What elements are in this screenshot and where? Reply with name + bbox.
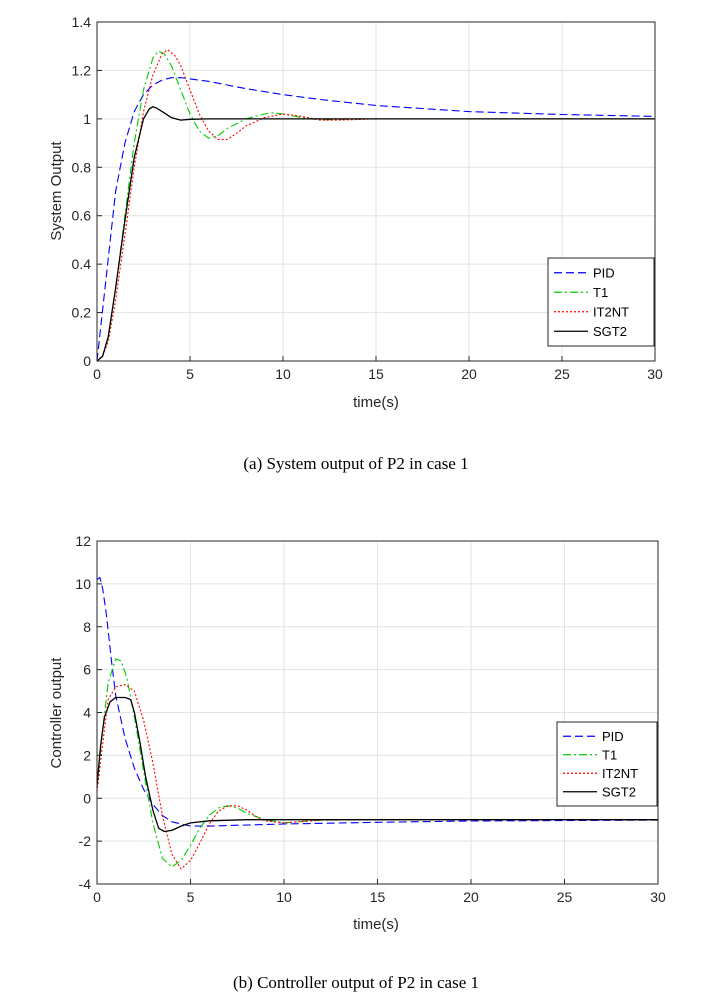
y-tick-label: 2 <box>83 747 91 763</box>
legend-label-t1: T1 <box>593 285 608 300</box>
x-tick-label: 15 <box>370 889 386 905</box>
legend-label-it2nt: IT2NT <box>593 304 629 319</box>
y-tick-label: 4 <box>83 705 91 721</box>
x-tick-label: 25 <box>554 366 570 382</box>
x-tick-label: 0 <box>93 889 101 905</box>
x-tick-label: 15 <box>368 366 384 382</box>
x-tick-label: 20 <box>463 889 479 905</box>
y-tick-label: 0 <box>83 353 91 369</box>
caption-a: (a) System output of P2 in case 1 <box>243 454 468 473</box>
x-tick-label: 25 <box>557 889 573 905</box>
x-tick-label: 20 <box>461 366 477 382</box>
x-tick-label: 30 <box>647 366 663 382</box>
legend-b: PID T1 IT2NT SGT2 <box>556 721 658 807</box>
y-tick-label: 0 <box>83 790 91 806</box>
panel-b-controller-output: 0 5 10 15 20 25 30 -4 -2 0 2 4 6 8 10 12 time(s) Contro… <box>48 533 666 992</box>
y-tick-label: -2 <box>79 833 92 849</box>
legend-label-it2nt: IT2NT <box>602 766 638 781</box>
y-tick-label: 0.2 <box>72 305 92 321</box>
legend-label-pid: PID <box>593 265 615 280</box>
legend-label-pid: PID <box>602 729 624 744</box>
x-tick-label: 0 <box>93 366 101 382</box>
y-tick-label: 6 <box>83 662 91 678</box>
y-axis-label-a: System Output <box>48 141 65 241</box>
y-tick-label: 12 <box>75 533 91 549</box>
panel-a-system-output: 0 5 10 15 20 25 30 0 0.2 0.4 0.6 0.8 1 1.2 1.4 time(s)… <box>48 14 663 473</box>
y-tick-label: 1.2 <box>72 62 92 78</box>
legend-label-sgt2: SGT2 <box>602 784 636 799</box>
legend-label-t1: T1 <box>602 747 617 762</box>
x-tick-label: 10 <box>275 366 291 382</box>
series-line-it2nt <box>97 49 655 361</box>
y-tick-label: 8 <box>83 619 91 635</box>
x-tick-label: 5 <box>186 366 194 382</box>
y-tick-label: 1.4 <box>72 14 92 30</box>
y-tick-label: 1 <box>83 111 91 127</box>
y-tick-label: -4 <box>79 876 92 892</box>
x-axis-label-b: time(s) <box>353 916 399 933</box>
series-line-pid <box>97 576 658 827</box>
legend-label-sgt2: SGT2 <box>593 324 627 339</box>
x-tick-label: 30 <box>650 889 666 905</box>
y-axis-label-b: Controller output <box>48 657 65 769</box>
x-tick-label: 5 <box>187 889 195 905</box>
x-tick-label: 10 <box>276 889 292 905</box>
series-line-it2nt <box>97 684 658 870</box>
series-line-sgt2 <box>97 696 658 833</box>
y-tick-label: 0.8 <box>72 159 92 175</box>
y-tick-label: 0.4 <box>72 256 92 272</box>
legend-a: PID T1 IT2NT SGT2 <box>547 257 655 347</box>
y-tick-label: 10 <box>75 576 91 592</box>
series-line-sgt2 <box>97 106 655 361</box>
y-tick-label: 0.6 <box>72 208 92 224</box>
caption-b: (b) Controller output of P2 in case 1 <box>233 973 479 992</box>
x-axis-label-a: time(s) <box>353 394 399 411</box>
